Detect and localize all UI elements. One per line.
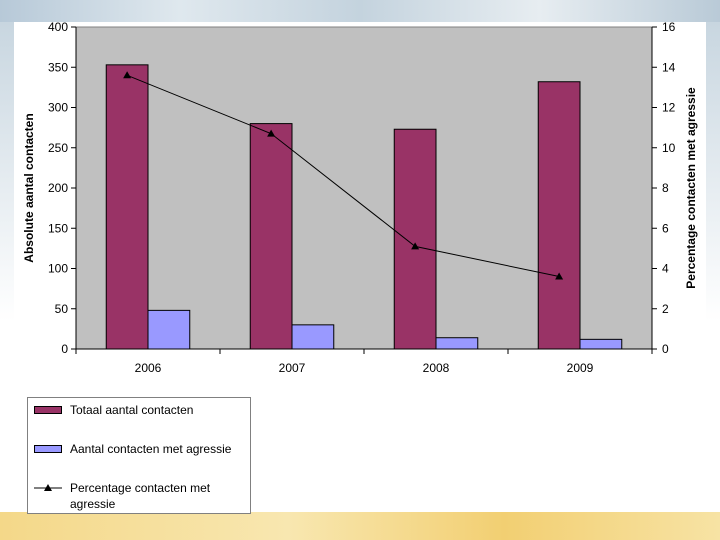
marker-percentage <box>411 242 420 250</box>
legend-label-totaal: Totaal aantal contacten <box>70 403 194 417</box>
x-tick-label: 2008 <box>423 361 450 375</box>
legend-swatch-agressie <box>34 441 62 457</box>
y2-tick-label: 14 <box>662 60 676 74</box>
slide-border-left <box>0 22 14 322</box>
y2-tick-label: 16 <box>662 20 676 34</box>
marker-percentage <box>123 71 132 79</box>
legend-item-percentage: Percentage contacten met agressie <box>28 480 252 512</box>
x-tick-label: 2006 <box>135 361 162 375</box>
bar-agressie <box>579 338 623 350</box>
y-tick-label: 350 <box>48 60 68 74</box>
legend-item-agressie: Aantal contacten met agressie <box>28 441 252 457</box>
x-tick-label: 2007 <box>279 361 306 375</box>
bar-totaal <box>393 128 437 350</box>
slide-border-right <box>706 22 720 322</box>
marker-percentage <box>267 129 276 137</box>
legend-item-totaal: Totaal aantal contacten <box>28 402 252 418</box>
y2-tick-label: 2 <box>662 302 669 316</box>
marker-percentage <box>555 272 564 280</box>
y-axis-title: Absolute aantal contacten <box>22 113 36 262</box>
y-tick-label: 400 <box>48 20 68 34</box>
y2-tick-label: 6 <box>662 221 669 235</box>
legend-swatch-percentage <box>34 480 62 496</box>
legend-label-percentage: Percentage contacten met agressie <box>70 481 211 511</box>
y-tick-label: 200 <box>48 181 68 195</box>
y-tick-label: 150 <box>48 221 68 235</box>
y-tick-label: 250 <box>48 141 68 155</box>
bar-agressie <box>435 337 479 350</box>
legend-swatch-totaal <box>34 402 62 418</box>
legend-label-agressie: Aantal contacten met agressie <box>70 442 232 456</box>
bar-totaal <box>249 123 293 350</box>
y-tick-label: 300 <box>48 101 68 115</box>
line-percentage <box>126 74 560 278</box>
chart-legend: Totaal aantal contacten Aantal contacten… <box>27 397 251 514</box>
slide-banner-top <box>0 0 720 22</box>
x-tick-label: 2009 <box>567 361 594 375</box>
bar-agressie <box>147 309 191 350</box>
y-tick-label: 0 <box>61 342 68 356</box>
y-tick-label: 50 <box>55 302 69 316</box>
y2-tick-label: 10 <box>662 141 676 155</box>
bar-totaal <box>105 64 149 350</box>
y-tick-label: 100 <box>48 262 68 276</box>
y2-tick-label: 0 <box>662 342 669 356</box>
y2-tick-label: 4 <box>662 262 669 276</box>
y2-axis-title: Percentage contacten met agressie <box>684 87 698 289</box>
bar-agressie <box>291 324 335 350</box>
y2-tick-label: 8 <box>662 181 669 195</box>
slide-banner-bottom <box>0 512 720 540</box>
bar-totaal <box>537 81 581 350</box>
y2-tick-label: 12 <box>662 101 676 115</box>
